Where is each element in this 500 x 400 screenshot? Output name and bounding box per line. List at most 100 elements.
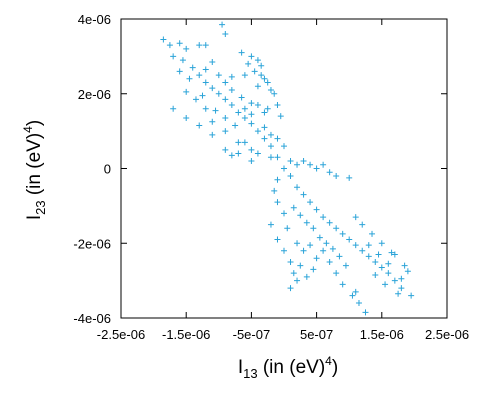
data-point [294, 184, 301, 191]
data-point [313, 165, 320, 172]
data-point [228, 87, 235, 94]
data-point [228, 101, 235, 108]
data-point [277, 113, 284, 120]
data-point [320, 247, 327, 254]
data-point [294, 240, 301, 247]
data-point [248, 120, 255, 127]
data-point [202, 105, 209, 112]
data-point [395, 290, 402, 297]
data-point [300, 247, 307, 254]
data-point [261, 124, 268, 131]
data-point [398, 285, 405, 292]
data-point [333, 270, 340, 277]
data-point [199, 92, 206, 99]
data-point [271, 90, 278, 97]
data-point [346, 174, 353, 181]
data-point [401, 262, 408, 269]
y-tick-label: 4e-06 [78, 12, 111, 27]
data-point [342, 262, 349, 269]
data-point [248, 111, 255, 118]
data-point [284, 225, 291, 232]
x-axis-ticks: -2.5e-06 -1.5e-06 -5e-07 5e-07 1.5e-06 2.5e-0… [97, 19, 469, 342]
data-point [349, 292, 356, 299]
data-point [391, 277, 398, 284]
data-point [209, 58, 216, 65]
data-point [352, 214, 359, 221]
data-point [251, 68, 258, 75]
data-point [294, 277, 301, 284]
data-point [378, 240, 385, 247]
data-point [339, 281, 346, 288]
data-point [326, 169, 333, 176]
data-point [215, 90, 222, 97]
data-point [222, 128, 229, 135]
data-point [215, 72, 222, 79]
data-point [222, 79, 229, 86]
data-point [274, 101, 281, 108]
data-point [183, 115, 190, 122]
data-point [196, 122, 203, 129]
data-point [186, 75, 193, 82]
data-point [170, 105, 177, 112]
data-point [248, 100, 255, 107]
data-point [385, 270, 392, 277]
data-point [297, 262, 304, 269]
data-point [365, 253, 372, 260]
data-point [281, 210, 287, 217]
x-tick-label: -1.5e-06 [162, 327, 210, 342]
data-point [310, 225, 317, 232]
data-point [238, 49, 245, 56]
data-point [323, 240, 330, 247]
x-axis-title: I13 (in (eV)4) [238, 354, 338, 381]
data-point [222, 115, 229, 122]
data-point [254, 101, 261, 108]
y-axis-title-close: ) [24, 120, 45, 126]
data-point [241, 139, 248, 146]
data-point [183, 88, 190, 95]
data-point [372, 258, 379, 265]
data-point [183, 45, 190, 52]
data-point [160, 36, 167, 43]
data-point [382, 281, 389, 288]
x-axis-title-sup: 4 [325, 354, 332, 368]
data-point [202, 66, 209, 73]
data-point [274, 176, 281, 183]
data-point [326, 219, 333, 226]
data-point [398, 275, 405, 282]
data-point [261, 109, 268, 116]
y-axis-title-main: I [24, 215, 45, 220]
y-tick-label: 0 [104, 162, 111, 177]
data-point [307, 199, 314, 206]
x-tick-label: -2.5e-06 [97, 327, 145, 342]
data-point [333, 225, 340, 232]
data-point [245, 60, 252, 67]
x-tick-label: 2.5e-06 [425, 327, 469, 342]
data-point [254, 57, 261, 64]
y-tick-label: 2e-06 [78, 87, 111, 102]
y-axis-ticks: -4e-06 -2e-06 0 2e-06 4e-06 [73, 12, 447, 326]
data-point [222, 30, 229, 37]
data-point [303, 219, 310, 226]
data-point [241, 115, 248, 122]
data-point [267, 154, 274, 161]
data-point [307, 242, 314, 249]
data-point [307, 161, 314, 168]
data-point [294, 161, 301, 168]
data-point [192, 96, 199, 103]
data-point [264, 105, 271, 112]
x-axis-title-sub: 13 [243, 366, 257, 381]
data-point [170, 53, 177, 60]
data-point [264, 79, 271, 86]
data-point [261, 135, 268, 142]
y-axis-title-sub: 23 [33, 200, 48, 214]
data-point [300, 158, 307, 165]
data-point [313, 206, 320, 213]
data-point [378, 264, 385, 271]
data-point [248, 146, 255, 153]
data-point [271, 187, 278, 194]
data-point [320, 214, 327, 221]
data-point [281, 165, 287, 172]
data-point [287, 285, 294, 292]
data-point [391, 251, 398, 258]
